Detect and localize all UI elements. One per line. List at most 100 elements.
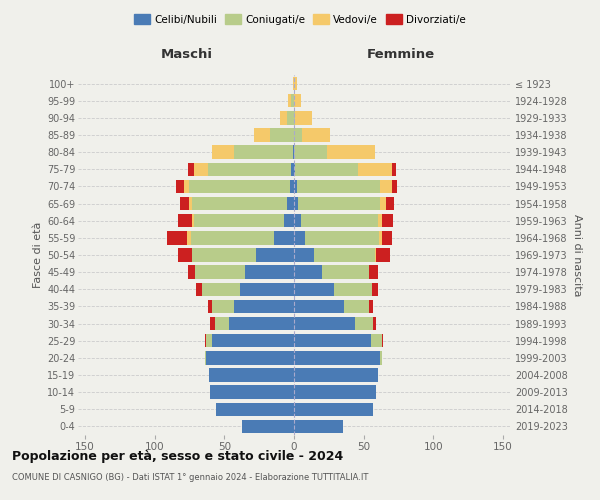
Bar xyxy=(215,317,229,330)
Bar xyxy=(167,231,187,244)
Bar xyxy=(382,214,393,228)
Bar xyxy=(206,351,294,364)
Bar xyxy=(301,214,377,228)
Bar xyxy=(294,214,301,228)
Bar xyxy=(386,197,394,210)
Bar xyxy=(205,351,206,364)
Bar xyxy=(176,180,184,193)
Bar xyxy=(355,317,373,330)
Bar xyxy=(294,420,343,433)
Bar xyxy=(294,180,297,193)
Bar xyxy=(211,317,215,330)
Bar xyxy=(280,111,287,124)
Bar xyxy=(287,197,294,210)
Bar xyxy=(256,248,294,262)
Bar xyxy=(305,231,379,244)
Bar xyxy=(187,231,191,244)
Bar xyxy=(202,282,239,296)
Bar xyxy=(375,248,376,262)
Bar xyxy=(369,300,373,313)
Y-axis label: Anni di nascita: Anni di nascita xyxy=(572,214,582,296)
Bar xyxy=(358,162,392,176)
Bar xyxy=(380,351,382,364)
Bar xyxy=(294,77,297,90)
Bar xyxy=(294,368,377,382)
Bar xyxy=(294,334,371,347)
Bar xyxy=(294,162,295,176)
Bar xyxy=(392,180,397,193)
Bar xyxy=(369,266,377,279)
Bar xyxy=(294,386,376,399)
Bar xyxy=(289,94,291,108)
Bar xyxy=(294,282,334,296)
Bar xyxy=(379,231,382,244)
Bar xyxy=(284,214,294,228)
Bar xyxy=(212,300,234,313)
Bar xyxy=(216,402,294,416)
Bar xyxy=(190,197,192,210)
Bar xyxy=(208,300,212,313)
Bar xyxy=(212,334,294,347)
Bar xyxy=(291,162,294,176)
Bar xyxy=(294,300,344,313)
Bar xyxy=(194,162,208,176)
Bar xyxy=(294,128,302,141)
Bar xyxy=(192,214,194,228)
Bar xyxy=(293,146,294,159)
Bar xyxy=(195,266,245,279)
Bar xyxy=(234,146,293,159)
Bar xyxy=(294,197,298,210)
Bar xyxy=(377,214,382,228)
Bar xyxy=(294,248,314,262)
Bar xyxy=(376,248,390,262)
Bar xyxy=(371,334,382,347)
Bar xyxy=(382,334,383,347)
Bar xyxy=(293,77,294,90)
Bar xyxy=(188,266,195,279)
Bar xyxy=(294,317,355,330)
Bar xyxy=(334,282,372,296)
Bar xyxy=(180,197,190,210)
Text: Femmine: Femmine xyxy=(367,48,436,62)
Bar xyxy=(234,300,294,313)
Bar xyxy=(287,111,294,124)
Bar xyxy=(274,231,294,244)
Bar xyxy=(188,162,194,176)
Bar xyxy=(254,128,271,141)
Bar xyxy=(191,231,274,244)
Text: Popolazione per età, sesso e stato civile - 2024: Popolazione per età, sesso e stato civil… xyxy=(12,450,343,463)
Bar xyxy=(392,162,396,176)
Bar xyxy=(380,180,392,193)
Bar xyxy=(190,180,290,193)
Bar xyxy=(239,282,294,296)
Bar xyxy=(192,248,256,262)
Bar xyxy=(294,402,373,416)
Bar xyxy=(297,180,380,193)
Bar xyxy=(294,351,380,364)
Bar xyxy=(211,386,294,399)
Bar xyxy=(294,146,328,159)
Bar xyxy=(212,146,234,159)
Bar xyxy=(209,368,294,382)
Bar xyxy=(294,231,305,244)
Text: COMUNE DI CASNIGO (BG) - Dati ISTAT 1° gennaio 2024 - Elaborazione TUTTITALIA.IT: COMUNE DI CASNIGO (BG) - Dati ISTAT 1° g… xyxy=(12,472,368,482)
Bar xyxy=(294,94,301,108)
Bar xyxy=(291,94,294,108)
Bar xyxy=(372,282,377,296)
Bar xyxy=(206,334,212,347)
Bar xyxy=(294,111,295,124)
Bar xyxy=(178,248,192,262)
Bar xyxy=(298,197,380,210)
Bar xyxy=(229,317,294,330)
Bar xyxy=(328,146,375,159)
Legend: Celibi/Nubili, Coniugati/e, Vedovi/e, Divorziati/e: Celibi/Nubili, Coniugati/e, Vedovi/e, Di… xyxy=(130,10,470,29)
Bar xyxy=(208,162,291,176)
Bar xyxy=(314,248,375,262)
Bar xyxy=(245,266,294,279)
Bar xyxy=(295,111,312,124)
Bar xyxy=(205,334,206,347)
Bar xyxy=(380,197,386,210)
Bar xyxy=(382,231,392,244)
Bar xyxy=(196,282,202,296)
Bar xyxy=(322,266,369,279)
